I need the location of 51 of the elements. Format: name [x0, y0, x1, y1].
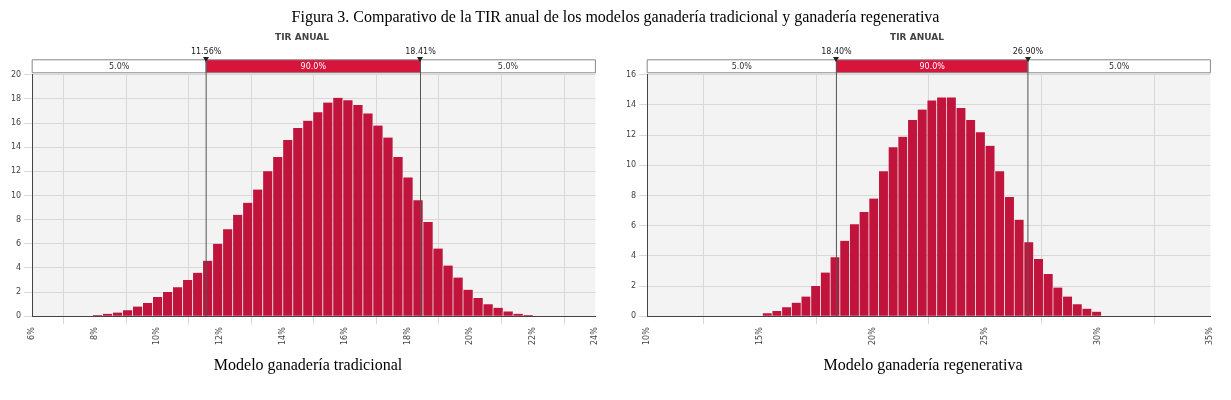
x-tick-label: 22% [527, 326, 537, 345]
y-tick-label: 2 [631, 281, 637, 291]
x-tick-label: 35% [1205, 326, 1215, 345]
ref-line-label: 11.56% [190, 46, 222, 56]
x-tick-label: 10% [642, 326, 652, 345]
y-tick-label: 6 [631, 220, 637, 230]
y-tick-label: 16 [625, 69, 637, 79]
x-tick-label: 10% [152, 326, 162, 345]
text: 90.0% [919, 61, 946, 71]
y-tick-label: 4 [631, 250, 637, 260]
x-tick-label: 30% [1092, 326, 1102, 345]
y-tick-label: 20 [10, 69, 22, 79]
text: 5.0% [109, 61, 130, 71]
x-tick-label: 14% [277, 326, 287, 345]
y-tick-label: 2 [16, 287, 22, 297]
x-tick-label: 8% [89, 326, 99, 340]
chart-title: TIR ANUAL [890, 31, 945, 42]
text: Figura 3. Comparativo de la TIR anual de los modelos ganadería tradicional y ganadería regenerativa [290, 8, 941, 26]
chart-title: TIR ANUAL [275, 31, 330, 42]
text: 5.0% [1108, 61, 1130, 71]
text: Modelo ganadería regenerativa [822, 356, 1024, 374]
y-tick-label: 8 [16, 214, 22, 224]
x-tick-label: 20% [465, 326, 475, 345]
ref-line-label: 26.90% [1012, 46, 1044, 56]
x-tick-label: 24% [590, 326, 600, 345]
text: 90.0% [300, 61, 327, 71]
y-tick-label: 6 [16, 238, 22, 248]
y-tick-label: 8 [631, 190, 637, 200]
y-tick-label: 4 [16, 263, 22, 273]
y-tick-label: 10 [10, 190, 22, 200]
y-tick-label: 0 [631, 311, 637, 321]
y-tick-label: 10 [625, 160, 637, 170]
y-tick-label: 18 [10, 94, 22, 104]
ref-line-label: 18.41% [405, 46, 437, 56]
x-tick-label: 25% [980, 326, 990, 345]
y-tick-label: 16 [10, 118, 22, 128]
y-tick-label: 14 [625, 100, 637, 110]
x-tick-label: 6% [27, 326, 37, 340]
x-tick-label: 12% [215, 326, 224, 345]
x-tick-label: 20% [867, 326, 877, 345]
x-tick-label: 18% [402, 326, 412, 345]
x-tick-label: 15% [754, 326, 764, 345]
ref-line-label: 18.40% [821, 46, 853, 56]
text: Modelo ganadería tradicional [212, 356, 404, 374]
y-tick-label: 0 [16, 311, 22, 321]
text: 5.0% [731, 61, 753, 71]
y-tick-label: 12 [625, 130, 637, 140]
y-tick-label: 14 [10, 142, 22, 152]
y-tick-label: 12 [10, 166, 22, 176]
text: 5.0% [497, 61, 519, 71]
x-tick-label: 16% [340, 326, 350, 345]
